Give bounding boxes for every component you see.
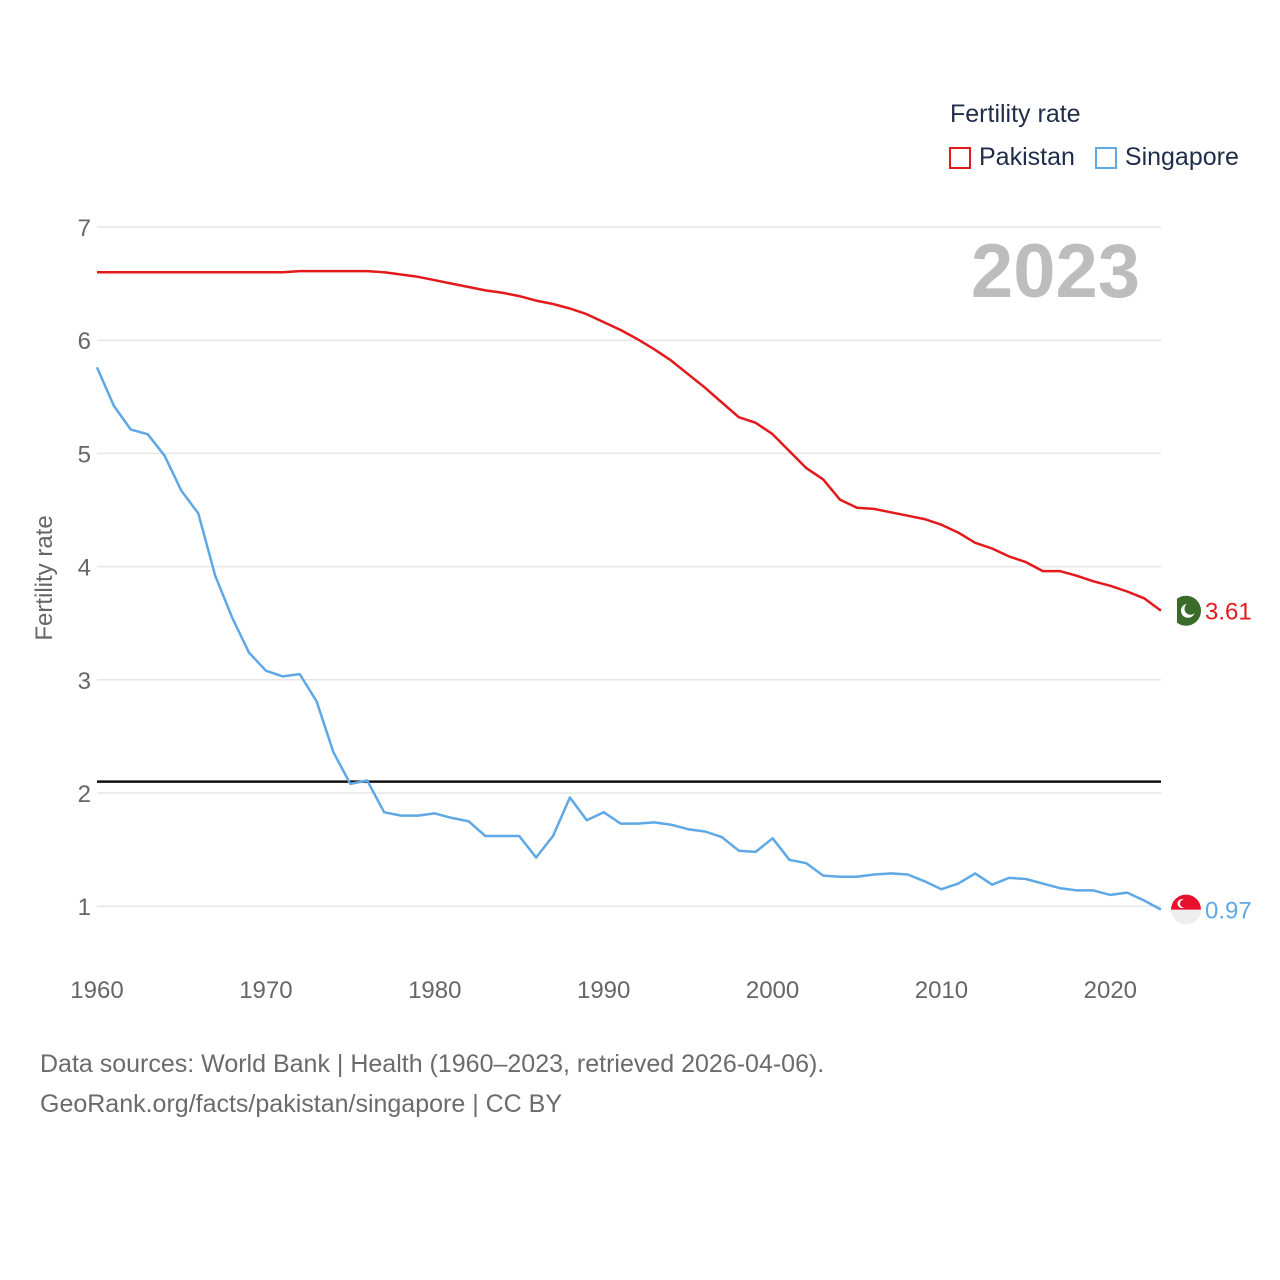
legend-swatch-singapore <box>1094 146 1117 169</box>
y-tick-label: 1 <box>78 894 91 921</box>
y-tick-label: 2 <box>78 781 91 808</box>
flag-pakistan-icon <box>1171 595 1201 626</box>
y-tick-label: 4 <box>78 555 91 582</box>
y-axis-ticks: 1 2 3 4 5 6 7 <box>78 215 91 921</box>
source-line-1: Data sources: World Bank | Health (1960–… <box>40 1050 825 1078</box>
series-line-singapore[interactable] <box>95 366 1162 911</box>
end-label-pakistan: 3.61 <box>1205 599 1252 626</box>
end-markers: 3.61 0.97 <box>1171 595 1252 925</box>
series-lines <box>95 269 1162 911</box>
x-tick-label: 1960 <box>70 977 123 1004</box>
x-tick-label: 1980 <box>408 977 461 1004</box>
x-tick-label: 1990 <box>577 977 630 1004</box>
x-tick-label: 2000 <box>746 977 799 1004</box>
y-tick-label: 6 <box>78 328 91 355</box>
source-line-2[interactable]: GeoRank.org/facts/pakistan/singapore | C… <box>40 1090 563 1118</box>
legend-title: Fertility rate <box>950 100 1081 128</box>
end-label-singapore: 0.97 <box>1205 898 1252 925</box>
x-axis-ticks: 1960 1970 1980 1990 2000 2010 2020 <box>70 977 1137 1004</box>
legend: Pakistan Singapore <box>949 143 1259 172</box>
source-note: Data sources: World Bank | Health (1960–… <box>40 1044 824 1124</box>
legend-swatch-pakistan <box>949 146 971 169</box>
current-year-label: 2023 <box>970 229 1140 314</box>
x-tick-label: 1970 <box>239 977 292 1004</box>
legend-label-pakistan: Pakistan <box>979 143 1075 171</box>
legend-item-singapore[interactable]: Singapore <box>1094 143 1239 172</box>
legend-label-singapore: Singapore <box>1124 143 1239 171</box>
y-tick-label: 3 <box>78 668 91 695</box>
y-tick-label: 5 <box>78 441 91 468</box>
x-tick-label: 2020 <box>1084 977 1137 1004</box>
y-axis-label: Fertility rate <box>31 515 58 640</box>
grid-lines <box>97 226 1161 907</box>
series-line-pakistan[interactable] <box>97 269 1162 612</box>
legend-item-pakistan[interactable]: Pakistan <box>949 143 1075 172</box>
flag-singapore-icon <box>1171 894 1201 925</box>
y-tick-label: 7 <box>78 215 91 242</box>
x-tick-label: 2010 <box>915 977 968 1004</box>
